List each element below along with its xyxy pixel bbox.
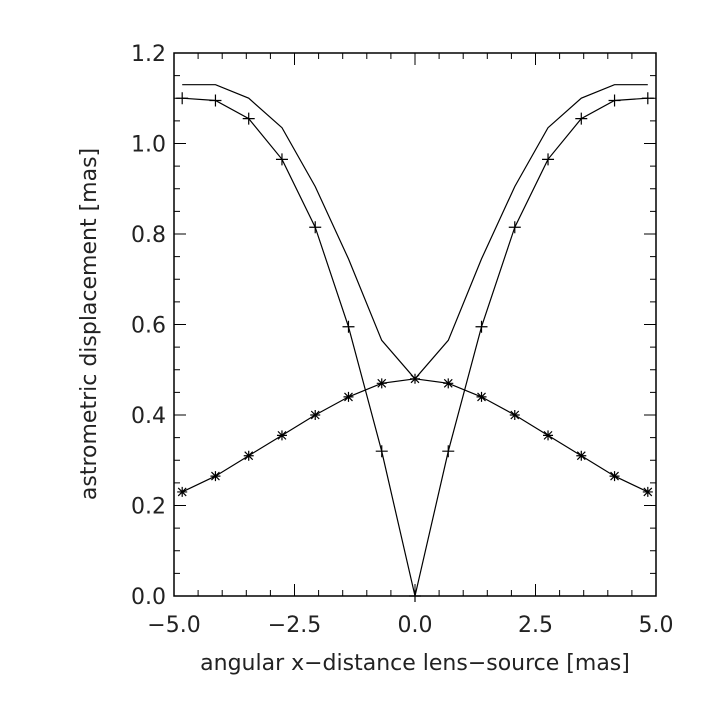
- x-tick-label: −2.5: [268, 613, 321, 638]
- plus-marker-icon: [342, 320, 355, 333]
- series-plus: [176, 92, 654, 602]
- data-series: [176, 84, 654, 602]
- y-tick-label: 0.6: [131, 314, 166, 339]
- plus-marker-icon: [542, 153, 555, 166]
- asterisk-marker-icon: [443, 378, 454, 389]
- plot-frame: [173, 52, 657, 597]
- plus-marker-icon: [209, 94, 222, 107]
- series-line: [182, 97, 648, 597]
- plus-marker-icon: [375, 445, 388, 458]
- y-tick-label: 0.0: [131, 585, 166, 610]
- plus-marker-icon: [275, 153, 288, 166]
- asterisk-marker-icon: [243, 450, 254, 461]
- asterisk-marker-icon: [642, 486, 653, 497]
- x-tick-label: 2.5: [518, 613, 553, 638]
- series-line: [182, 84, 648, 380]
- asterisk-marker-icon: [410, 373, 420, 384]
- y-axis-title: astrometric displacement [mas]: [77, 148, 102, 500]
- x-tick-label: −5.0: [147, 613, 200, 638]
- asterisk-marker-icon: [509, 410, 520, 420]
- series-line: [181, 378, 649, 493]
- plus-marker-icon: [608, 94, 621, 107]
- y-tick-label: 1.2: [131, 42, 166, 67]
- asterisk-marker-icon: [310, 410, 321, 420]
- tick-labels: −5.0 −2.5 0.0 2.5 5.0 0.0 0.2 0.4 0.6 0.8 1.0 1.2: [131, 42, 674, 638]
- asterisk-marker-icon: [543, 430, 554, 441]
- axis-ticks: [173, 52, 657, 597]
- plus-marker-icon: [442, 445, 455, 458]
- asterisk-marker-icon: [177, 486, 188, 497]
- y-tick-label: 0.8: [131, 223, 166, 248]
- y-tick-label: 0.2: [131, 495, 166, 520]
- asterisk-marker-icon: [476, 391, 487, 402]
- y-tick-label: 1.0: [131, 133, 166, 158]
- series-none: [182, 84, 648, 380]
- plus-marker-icon: [309, 221, 322, 234]
- asterisk-marker-icon: [576, 450, 587, 461]
- asterisk-marker-icon: [343, 391, 354, 402]
- plus-marker-icon: [641, 92, 654, 105]
- y-tick-label: 0.4: [131, 404, 166, 429]
- plus-marker-icon: [409, 590, 421, 602]
- asterisk-marker-icon: [276, 430, 287, 441]
- series-asterisk: [177, 373, 653, 497]
- asterisk-marker-icon: [609, 471, 620, 482]
- x-axis-title: angular x−distance lens−source [mas]: [200, 651, 630, 676]
- plus-marker-icon: [508, 221, 521, 234]
- asterisk-marker-icon: [210, 471, 221, 482]
- x-tick-label: 0.0: [398, 613, 433, 638]
- asterisk-marker-icon: [376, 378, 387, 389]
- plot-border: [173, 52, 657, 597]
- plus-marker-icon: [176, 92, 189, 105]
- plus-marker-icon: [575, 112, 588, 125]
- plus-marker-icon: [475, 320, 488, 333]
- plus-marker-icon: [242, 112, 255, 125]
- x-tick-label: 5.0: [639, 613, 674, 638]
